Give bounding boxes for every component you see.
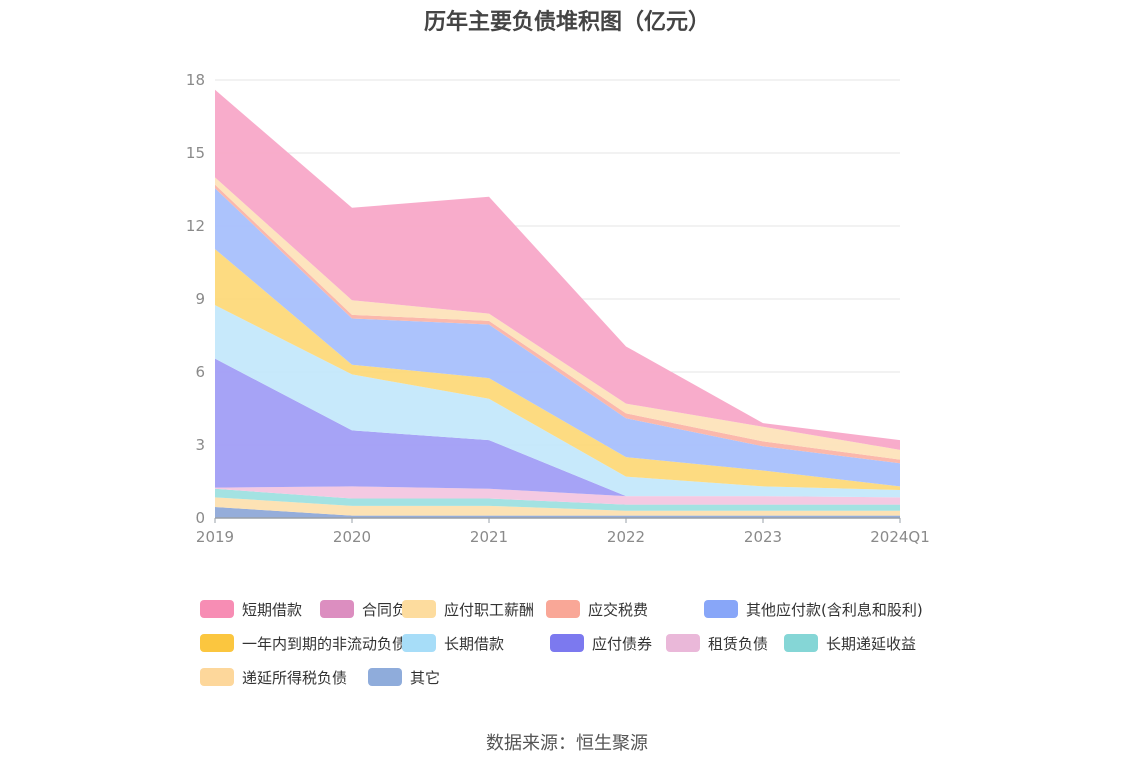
stacked-area-chart: 0 3 6 9 12 15 18 2019 2020 2021 2022 2023 2024Q1 xyxy=(186,71,930,546)
legend-swatch xyxy=(546,600,580,618)
legend-label: 长期递延收益 xyxy=(826,634,917,653)
area-series-6 xyxy=(215,249,900,491)
area-series-5 xyxy=(215,305,900,498)
x-tick-label: 2021 xyxy=(470,528,508,546)
legend-item[interactable]: 其它 xyxy=(368,666,440,688)
legend-label: 短期借款 xyxy=(242,600,303,619)
legend-item[interactable]: 应交税费 xyxy=(546,598,648,620)
y-tick-label: 9 xyxy=(195,290,205,308)
area-series-0 xyxy=(215,507,900,518)
data-source-note: 数据来源：恒生聚源 xyxy=(486,733,648,754)
area-series-11 xyxy=(215,89,900,450)
legend-label: 应交税费 xyxy=(588,600,649,619)
legend-item[interactable]: 租赁负债 xyxy=(666,632,768,654)
legend-swatch xyxy=(704,600,738,618)
legend-item[interactable]: 长期借款 xyxy=(402,632,504,654)
y-tick-label: 18 xyxy=(186,71,205,89)
area-series xyxy=(215,89,900,518)
legend-swatch xyxy=(402,634,436,652)
x-tick-label: 2024Q1 xyxy=(870,528,930,546)
legend-swatch xyxy=(402,600,436,618)
legend-item[interactable]: 应付职工薪酬 xyxy=(402,598,534,620)
legend-label: 应付债券 xyxy=(592,634,653,653)
y-tick-label: 3 xyxy=(195,436,205,454)
chart-title: 历年主要负债堆积图（亿元） xyxy=(423,10,710,35)
legend-item[interactable]: 短期借款 xyxy=(200,598,302,620)
y-tick-label: 15 xyxy=(186,144,205,162)
legend-swatch xyxy=(550,634,584,652)
legend-swatch xyxy=(368,668,402,686)
legend-item[interactable]: 应付债券 xyxy=(550,632,652,654)
area-series-3 xyxy=(215,486,900,505)
y-tick-label: 0 xyxy=(195,509,205,527)
legend-swatch xyxy=(666,634,700,652)
legend-swatch xyxy=(784,634,818,652)
area-series-2 xyxy=(215,488,900,511)
legend-label: 租赁负债 xyxy=(708,634,769,653)
y-tick-label: 6 xyxy=(195,363,205,381)
area-series-4 xyxy=(215,358,900,498)
legend-item[interactable]: 递延所得税负债 xyxy=(200,666,347,688)
legend-swatch xyxy=(200,634,234,652)
axes: 0 3 6 9 12 15 18 2019 2020 2021 2022 2023 2024Q1 xyxy=(186,71,930,546)
legend-label: 应付职工薪酬 xyxy=(444,600,535,619)
x-tick-label: 2019 xyxy=(196,528,234,546)
legend-label: 其它 xyxy=(410,668,441,687)
legend-label: 其他应付款(含利息和股利) xyxy=(746,600,923,619)
legend-item[interactable]: 长期递延收益 xyxy=(784,632,916,654)
area-series-1 xyxy=(215,497,900,516)
x-tick-label: 2022 xyxy=(607,528,645,546)
legend-label: 递延所得税负债 xyxy=(242,668,348,687)
legend-item[interactable]: 其他应付款(含利息和股利) xyxy=(704,598,923,620)
x-tick-label: 2023 xyxy=(744,528,782,546)
legend-label: 一年内到期的非流动负债 xyxy=(242,634,408,653)
legend-item[interactable]: 一年内到期的非流动负债 xyxy=(200,632,407,654)
legend-swatch xyxy=(200,600,234,618)
y-tick-label: 12 xyxy=(186,217,205,235)
legend-label: 长期借款 xyxy=(444,634,505,653)
area-series-7 xyxy=(215,188,900,487)
legend-swatch xyxy=(320,600,354,618)
x-tick-label: 2020 xyxy=(333,528,371,546)
legend-swatch xyxy=(200,668,234,686)
